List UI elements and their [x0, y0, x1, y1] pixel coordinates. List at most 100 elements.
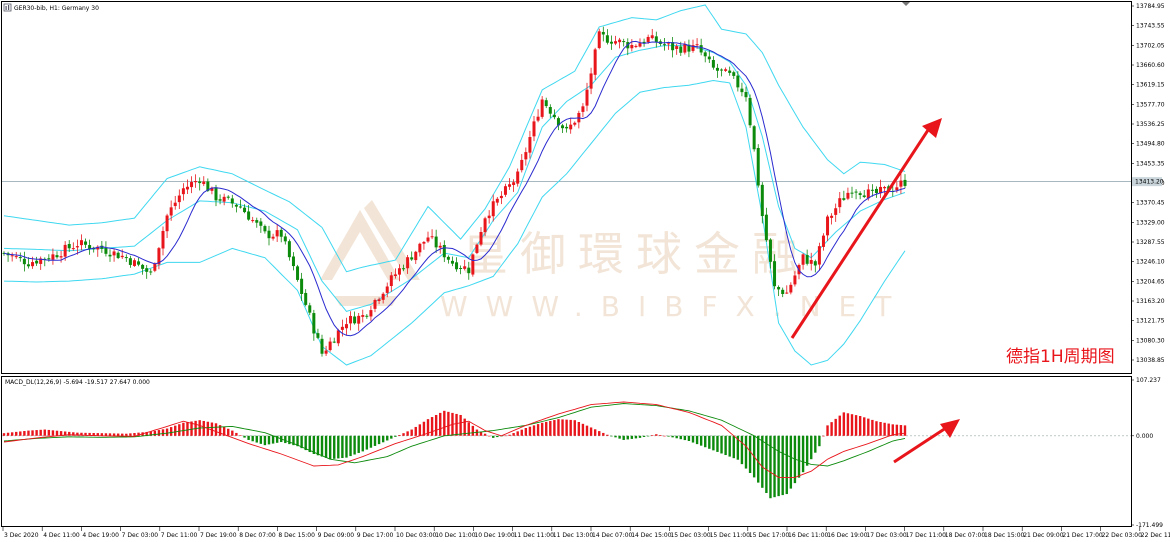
macd-bar [850, 414, 854, 436]
candle-body [340, 326, 344, 330]
macd-bar [471, 425, 475, 436]
price-tick-label: 13577.70 [1136, 101, 1165, 108]
candle-body [764, 214, 768, 241]
macd-bar [251, 435, 254, 442]
candle-body [255, 220, 259, 223]
macd-bar [695, 435, 699, 445]
candle-body [373, 300, 377, 309]
macd-bar [573, 420, 576, 436]
macd-bar [243, 435, 246, 438]
macd-main-line [3, 401, 906, 478]
candle-body [679, 46, 683, 53]
candle-body [283, 236, 287, 242]
macd-bar [19, 431, 22, 436]
macd-bar [47, 429, 51, 436]
macd-bar [296, 435, 299, 447]
candle-body [128, 258, 132, 265]
candle-body [381, 293, 385, 300]
macd-bar [826, 425, 829, 436]
candle-body [169, 207, 173, 216]
candle-body [475, 244, 479, 254]
macd-bar [222, 426, 226, 436]
candle-body [247, 211, 251, 220]
macd-bar [536, 424, 540, 436]
macd-bar [822, 435, 825, 437]
macd-bar [145, 431, 148, 436]
candle-body [707, 56, 711, 60]
price-tick-label: 13080.30 [1136, 337, 1165, 344]
candle-body [777, 286, 781, 290]
candle-body [328, 341, 332, 351]
candle-body [88, 245, 92, 250]
candle-body [874, 188, 878, 194]
macd-bar [63, 431, 67, 436]
candle-body [866, 189, 870, 199]
candle-body [813, 261, 817, 266]
macd-bar [720, 435, 723, 454]
macd-bar [96, 433, 99, 436]
macd-bar [875, 421, 878, 436]
macd-bar [765, 435, 768, 494]
macd-bar [540, 422, 544, 436]
macd-bar [292, 435, 295, 446]
macd-bar [218, 425, 222, 436]
candle-body [561, 125, 565, 129]
candle-body [71, 248, 75, 250]
macd-bar [153, 430, 157, 436]
candle-body [100, 245, 104, 249]
candle-body [291, 256, 295, 267]
candle-body [744, 92, 748, 98]
macd-bar [271, 435, 275, 444]
macd-histogram [2, 410, 907, 499]
watermark-en: WWW.BIBFX.NET [440, 290, 909, 323]
macd-bar [504, 435, 507, 437]
current-price-tag-bg [1132, 177, 1162, 187]
candle-body [491, 201, 495, 217]
candle-body [589, 73, 593, 89]
macd-bar [410, 429, 413, 436]
candle-body [185, 186, 189, 190]
candle-body [344, 324, 348, 329]
macd-bar [903, 425, 907, 436]
macd-bar [210, 422, 214, 436]
candle-body [112, 251, 116, 256]
macd-bar [308, 435, 311, 453]
macd-bar [846, 413, 850, 436]
macd-lines [3, 401, 906, 478]
price-tick-label: 13660.60 [1136, 62, 1165, 69]
scroll-marker-icon[interactable] [902, 2, 910, 6]
macd-bar [797, 435, 801, 478]
candle-body [826, 216, 830, 236]
time-tick-label: 10 Dec 11:00 [435, 532, 476, 539]
candle-body [601, 31, 605, 35]
candle-body [650, 35, 654, 39]
macd-tick-label: 0.000 [1136, 433, 1153, 440]
price-tick-label: 13536.25 [1136, 121, 1165, 128]
macd-bar [712, 435, 715, 451]
candle-body [662, 44, 666, 46]
candle-body [214, 187, 218, 201]
candle-body [75, 246, 79, 248]
candle-body [459, 267, 463, 269]
macd-bar [369, 435, 373, 448]
macd-bar [524, 427, 528, 436]
candle-body [10, 255, 14, 257]
candle-body [838, 198, 842, 208]
candle-body [31, 262, 35, 267]
macd-bar [667, 435, 670, 437]
macd-bar [169, 427, 173, 436]
candle-body [683, 44, 687, 53]
macd-bar [174, 425, 177, 436]
candlesticks[interactable] [2, 26, 907, 357]
candle-body [96, 246, 100, 250]
macd-bar [316, 435, 320, 456]
macd-bar [227, 428, 230, 436]
candle-body [287, 241, 291, 258]
macd-bar [51, 430, 55, 436]
macd-bar [561, 419, 564, 436]
candle-body [854, 191, 858, 193]
price-tick-label: 13784.95 [1136, 3, 1165, 10]
candle-body [243, 207, 247, 213]
candle-body [728, 70, 732, 73]
